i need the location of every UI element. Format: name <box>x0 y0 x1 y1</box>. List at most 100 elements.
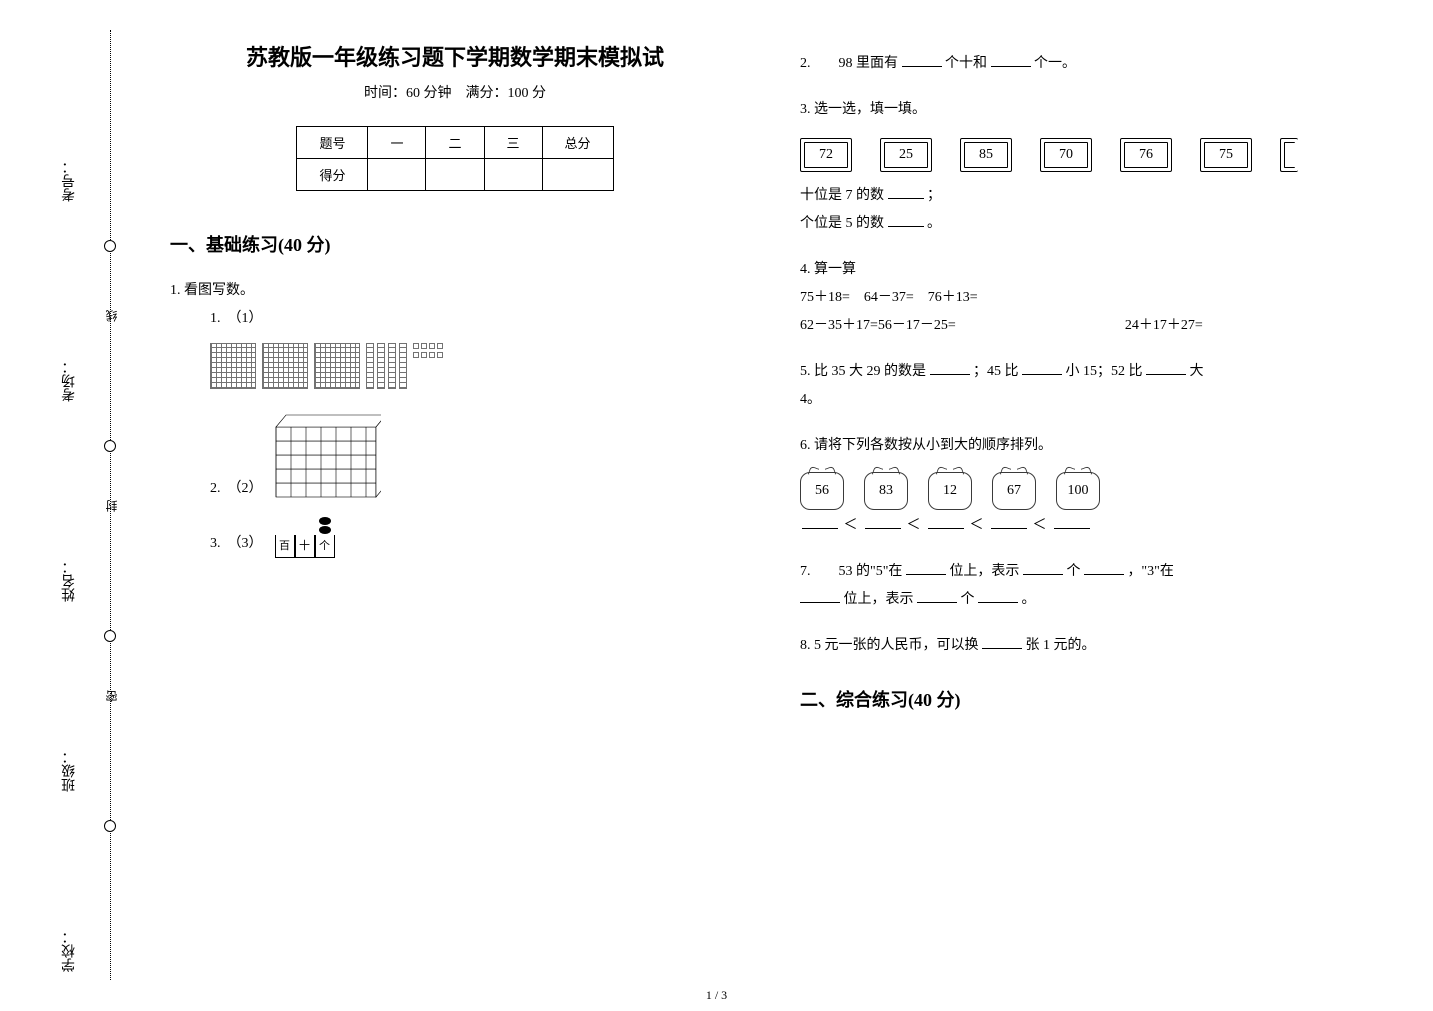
binding-margin: 学校： 班级： 密 姓名： 封 考场： 线 考号： <box>60 30 120 980</box>
blank <box>1146 361 1186 375</box>
abacus-label-ge: 个 <box>315 535 335 558</box>
score-h-2: 二 <box>426 127 484 159</box>
q6-bubbles: 56 83 12 67 100 <box>800 472 1370 510</box>
blank <box>1054 515 1090 529</box>
score-cell <box>542 159 613 191</box>
score-table: 题号 一 二 三 总分 得分 <box>296 126 613 191</box>
bubble-value: 67 <box>1007 477 1021 505</box>
score-h-0: 题号 <box>297 127 368 159</box>
q3-line1: 十位是 7 的数 ； <box>800 182 1370 210</box>
q8: 8. 5 元一张的人民币，可以换 张 1 元的。 <box>800 632 1370 660</box>
q7-p5: 位上，表示 <box>844 592 914 607</box>
section2-heading: 二、综合练习(40 分) <box>800 686 1370 712</box>
q3-l1-suf: ； <box>927 188 941 203</box>
q1-sub3-row: 3. （3） 百 十 个 <box>210 513 740 558</box>
q6-stem: 6. 请将下列各数按从小到大的顺序排列。 <box>800 432 1370 460</box>
tile-value: 72 <box>819 141 833 169</box>
q5-p3: 小 15；52 比 <box>1066 364 1143 379</box>
q7-p7: 。 <box>1022 592 1036 607</box>
q6-order-row: ＜ ＜ ＜ ＜ <box>802 512 1370 540</box>
exam-title: 苏教版一年级练习题下学期数学期末模拟试 <box>170 40 740 72</box>
blank <box>1022 361 1062 375</box>
q1-figure1 <box>210 343 740 393</box>
binding-circle-1 <box>104 820 116 832</box>
binding-label-room: 考场： <box>60 360 80 402</box>
q3-stem: 3. 选一选，填一填。 <box>800 96 1370 124</box>
binding-label-id: 考号： <box>60 160 80 202</box>
number-tile: 76 <box>1120 138 1172 172</box>
section1-heading: 一、基础练习(40 分) <box>170 231 740 257</box>
bubble-value: 12 <box>943 477 957 505</box>
tile-value: 25 <box>899 141 913 169</box>
blank <box>982 635 1022 649</box>
q2-p2: 个十和 <box>945 56 987 71</box>
q7-p4: ，"3"在 <box>1127 564 1173 579</box>
blank <box>906 561 946 575</box>
blank <box>802 515 838 529</box>
q7-p2: 位上，表示 <box>949 564 1019 579</box>
tile-value: 76 <box>1139 141 1153 169</box>
binding-label-name: 姓名： <box>60 560 80 602</box>
tile-value: 70 <box>1059 141 1073 169</box>
q3-l2-suf: 。 <box>927 216 941 231</box>
tile-value: 75 <box>1219 141 1233 169</box>
binding-circle-4 <box>104 240 116 252</box>
q2: 2. 98 里面有 个十和 个一。 <box>800 50 1370 78</box>
lt-symbol: ＜ <box>970 518 986 533</box>
number-bubble: 56 <box>800 472 844 510</box>
blank <box>930 361 970 375</box>
blank <box>991 53 1031 67</box>
abacus-label-shi: 十 <box>295 535 315 558</box>
score-cell <box>368 159 426 191</box>
q6: 6. 请将下列各数按从小到大的顺序排列。 56 83 12 67 100 ＜ ＜… <box>800 432 1370 540</box>
bubble-value: 83 <box>879 477 893 505</box>
score-h-4: 总分 <box>542 127 613 159</box>
number-bubble: 12 <box>928 472 972 510</box>
lt-symbol: ＜ <box>1033 518 1049 533</box>
score-cell <box>426 159 484 191</box>
blank <box>917 589 957 603</box>
bubble-value: 100 <box>1068 477 1089 505</box>
lt-symbol: ＜ <box>907 518 923 533</box>
binding-label-class: 班级： <box>60 750 80 792</box>
blank <box>888 213 924 227</box>
score-cell <box>484 159 542 191</box>
q4-stem: 4. 算一算 <box>800 256 1370 284</box>
table-row: 得分 <box>297 159 613 191</box>
blank <box>1084 561 1124 575</box>
number-tile: 75 <box>1200 138 1252 172</box>
number-tile: 72 <box>800 138 852 172</box>
q3-line2: 个位是 5 的数 。 <box>800 210 1370 238</box>
q5-p1: 5. 比 35 大 29 的数是 <box>800 364 926 379</box>
q4-l2-left: 62－35＋17=56－17－25= <box>800 312 1125 340</box>
q1-sub3: 3. （3） <box>210 530 263 558</box>
blank <box>902 53 942 67</box>
number-bubble: 100 <box>1056 472 1100 510</box>
page-content: 苏教版一年级练习题下学期数学期末模拟试 时间：60 分钟 满分：100 分 题号… <box>140 40 1400 970</box>
q1-stem: 1. 看图写数。 <box>170 277 740 305</box>
q8-p2: 张 1 元的。 <box>1026 638 1096 653</box>
abacus-icon: 百 十 个 <box>275 513 335 558</box>
q5: 5. 比 35 大 29 的数是 ；45 比 小 15；52 比 大 4。 <box>800 358 1370 414</box>
q1-sub1: 1. （1） <box>210 305 740 333</box>
blank <box>865 515 901 529</box>
table-row: 题号 一 二 三 总分 <box>297 127 613 159</box>
blank <box>888 185 924 199</box>
q3-l2-pre: 个位是 5 的数 <box>800 216 884 231</box>
q8-p1: 8. 5 元一张的人民币，可以换 <box>800 638 979 653</box>
q5-p5: 4。 <box>800 392 821 407</box>
binding-label-school: 学校： <box>60 930 80 972</box>
cube-stack-icon <box>271 403 381 503</box>
q3: 3. 选一选，填一填。 72 25 85 70 76 75 十位是 7 的数 ；… <box>800 96 1370 238</box>
blank <box>991 515 1027 529</box>
binding-seg-xian: 线 <box>103 310 120 322</box>
blank <box>1023 561 1063 575</box>
score-h-1: 一 <box>368 127 426 159</box>
right-column: 2. 98 里面有 个十和 个一。 3. 选一选，填一填。 72 25 85 7… <box>770 40 1400 970</box>
abacus-label-bai: 百 <box>275 535 295 558</box>
q7-p1: 7. 53 的"5"在 <box>800 564 902 579</box>
q4-line2: 62－35＋17=56－17－25= 24＋17＋27= <box>800 312 1370 340</box>
blank <box>978 589 1018 603</box>
q3-l1-pre: 十位是 7 的数 <box>800 188 884 203</box>
page-number: 1 / 3 <box>706 988 727 1003</box>
